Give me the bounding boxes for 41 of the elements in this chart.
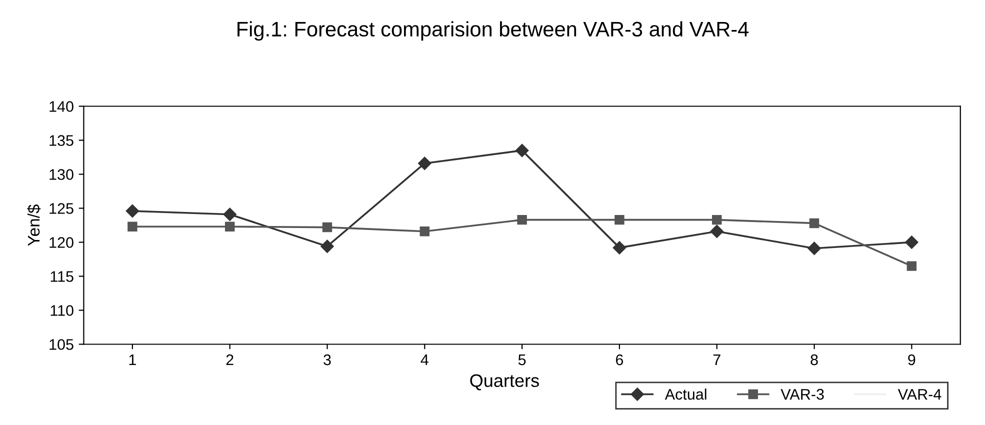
- point: [320, 240, 334, 253]
- y-axis-title: Yen/$: [27, 204, 41, 246]
- x-tick-label: 6: [616, 354, 624, 366]
- x-tick-label: 5: [518, 354, 526, 366]
- x-tick-label: 8: [810, 354, 818, 366]
- point: [612, 241, 626, 254]
- y-tick-label: 105: [50, 339, 74, 350]
- point: [418, 156, 432, 170]
- x-tick-label: 2: [226, 354, 234, 366]
- x-axis-title: Quarters: [470, 374, 539, 390]
- point: [420, 226, 430, 236]
- y-tick-label: 140: [50, 101, 74, 112]
- y-tick-label: 130: [50, 169, 74, 180]
- y-tick-label: 135: [50, 135, 74, 146]
- point: [515, 144, 529, 158]
- y-tick-label: 110: [50, 305, 74, 316]
- point: [224, 222, 235, 232]
- point: [223, 208, 236, 221]
- point: [906, 261, 917, 271]
- point: [614, 214, 624, 225]
- x-tick-label: 7: [713, 354, 720, 366]
- point: [322, 222, 332, 232]
- y-tick-label: 120: [50, 237, 74, 248]
- point: [809, 218, 820, 228]
- point: [517, 214, 527, 225]
- chart-title: Fig.1: Forecast comparision between VAR-3 and VAR-4: [238, 21, 749, 41]
- x-tick-label: 4: [420, 354, 428, 366]
- legend-label: VAR-3: [780, 388, 824, 400]
- legend-label: Actual: [664, 388, 706, 400]
- point: [126, 204, 140, 218]
- point: [808, 242, 821, 255]
- point: [712, 214, 722, 225]
- point: [905, 236, 918, 249]
- legend-label: VAR-4: [898, 389, 942, 400]
- x-tick-label: 1: [129, 354, 136, 366]
- x-tick-label: 3: [324, 354, 331, 366]
- y-tick-label: 115: [50, 271, 74, 282]
- y-tick-label: 125: [50, 203, 74, 214]
- x-tick-label: 9: [908, 354, 916, 366]
- point: [710, 224, 724, 238]
- point: [128, 222, 138, 232]
